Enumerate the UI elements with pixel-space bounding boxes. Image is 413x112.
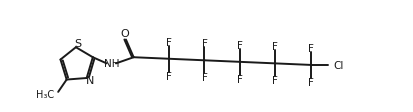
- Text: F: F: [307, 77, 313, 87]
- Text: S: S: [74, 38, 81, 48]
- Text: Cl: Cl: [332, 60, 343, 70]
- Text: F: F: [166, 71, 171, 81]
- Text: F: F: [307, 44, 313, 54]
- Text: NH: NH: [103, 59, 119, 69]
- Text: F: F: [272, 42, 278, 52]
- Text: H₃C: H₃C: [36, 89, 54, 99]
- Text: F: F: [166, 38, 171, 47]
- Text: N: N: [85, 76, 94, 86]
- Text: F: F: [201, 73, 207, 83]
- Text: F: F: [201, 39, 207, 49]
- Text: F: F: [236, 74, 242, 84]
- Text: O: O: [121, 29, 129, 39]
- Text: F: F: [236, 41, 242, 50]
- Text: F: F: [272, 76, 278, 86]
